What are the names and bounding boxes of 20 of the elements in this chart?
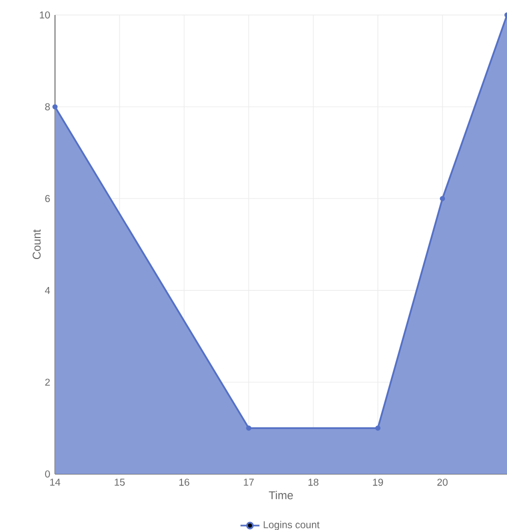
x-tick-label: 17	[244, 478, 254, 486]
x-tick-label: 20	[437, 478, 448, 486]
y-tick-label: 8	[45, 103, 50, 110]
point	[246, 425, 252, 431]
y-tick-label: 2	[45, 378, 50, 386]
point	[440, 196, 446, 202]
y-tick-label: 4	[44, 286, 50, 294]
x-axis-title: Time	[268, 490, 293, 500]
x-tick-label: 15	[114, 478, 125, 486]
point	[52, 104, 58, 110]
point	[375, 425, 380, 431]
y-tick-label: 10	[40, 11, 50, 19]
y-axis-title: Count	[32, 229, 41, 260]
x-tick-label: 19	[373, 478, 383, 486]
y-tick-label: 6	[45, 195, 50, 202]
legend-label: Logins count	[264, 520, 320, 530]
x-tick-label: 18	[308, 478, 318, 486]
x-tick-label: 14	[50, 478, 60, 486]
x-tick-label: 16	[179, 478, 190, 486]
y-tick-label: 0	[45, 470, 50, 478]
